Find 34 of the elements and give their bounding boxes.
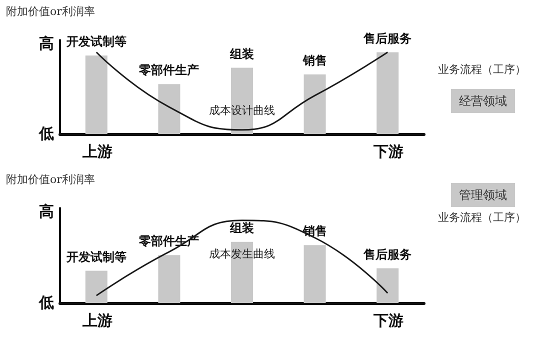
x-tick-label: 开发试制等 xyxy=(65,250,126,264)
x-axis-title: 业务流程（工序） xyxy=(438,63,526,76)
bar xyxy=(231,242,253,303)
series-label: 成本设计曲线 xyxy=(209,104,275,117)
x-tick-label: 售后服务 xyxy=(362,31,412,46)
text: 上游 xyxy=(81,142,112,160)
bar xyxy=(85,270,108,303)
bar xyxy=(304,245,326,303)
text: 管理领域 xyxy=(459,188,507,202)
series-label: 成本发生曲线 xyxy=(209,247,275,260)
y-axis-title: 附加价值or利润率 xyxy=(6,173,95,186)
bar xyxy=(158,255,180,303)
x-tick-label: 零部件生产 xyxy=(138,63,200,78)
text: 高 xyxy=(39,202,54,220)
bar xyxy=(158,84,180,134)
bar xyxy=(376,268,399,303)
bar xyxy=(85,56,108,134)
text: 下游 xyxy=(372,312,404,330)
text: 上游 xyxy=(81,312,112,330)
x-tick-label: 组装 xyxy=(229,220,255,235)
bar xyxy=(304,74,326,134)
y-axis-title: 附加价值or利润率 xyxy=(6,5,95,18)
text: 低 xyxy=(38,124,54,142)
text: 低 xyxy=(38,294,54,312)
x-tick-label: 售后服务 xyxy=(362,247,412,262)
text: 下游 xyxy=(372,142,404,160)
bar xyxy=(231,68,253,134)
x-tick-label: 组装 xyxy=(229,46,255,61)
x-tick-label: 销售 xyxy=(302,53,327,68)
x-axis-title: 业务流程（工序） xyxy=(438,211,526,224)
bar xyxy=(376,52,399,134)
x-tick-label: 开发试制等 xyxy=(65,34,126,49)
text: 高 xyxy=(39,34,54,52)
text: 经营领域 xyxy=(459,94,507,108)
